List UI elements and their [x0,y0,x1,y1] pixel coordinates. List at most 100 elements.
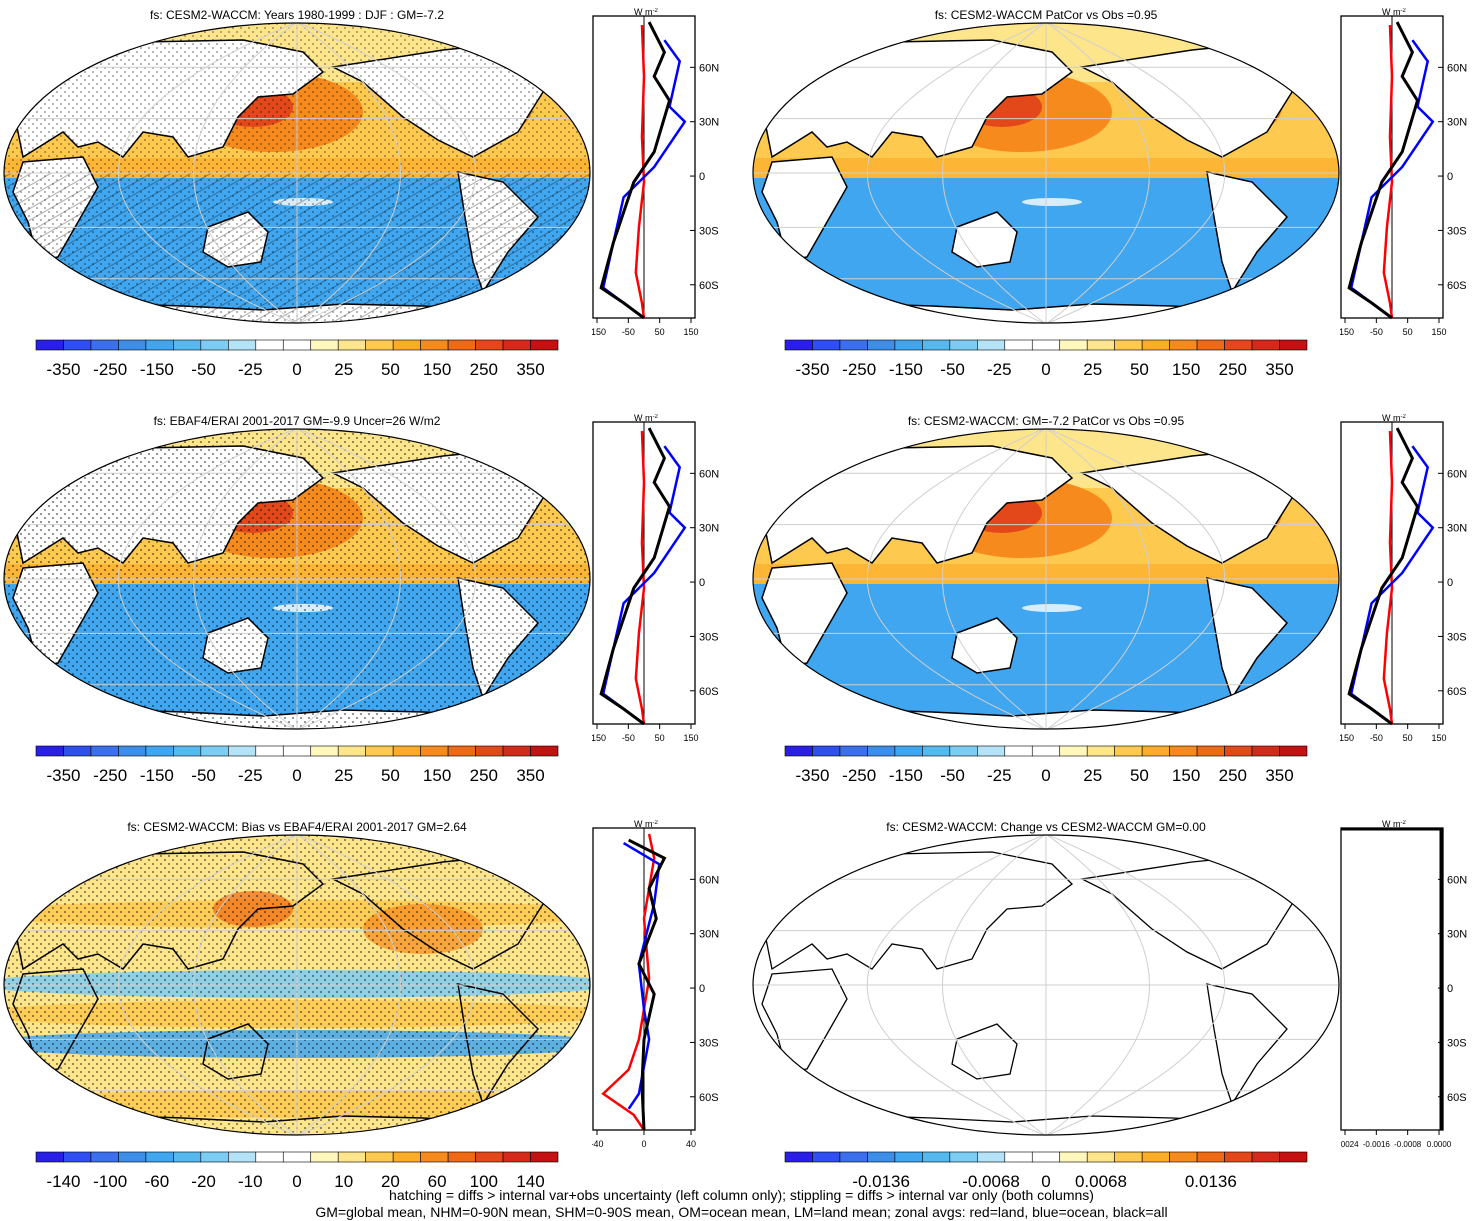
colorbar-swatch [255,339,284,351]
map-p3 [3,428,591,730]
colorbar-swatch [63,745,92,757]
lat-label: 0 [1447,983,1453,995]
colorbar-label: 50 [1130,360,1149,379]
lat-label: 30N [1447,117,1467,129]
map-p1 [3,22,591,324]
continent-australia [951,211,1018,268]
colorbar-swatch [1251,745,1280,757]
colorbar-swatch [365,339,394,351]
map-p2 [752,22,1340,324]
colorbar-swatch [1169,339,1198,351]
colorbar-swatch [420,1151,449,1163]
colorbar-swatch [282,1151,312,1163]
colorbar-swatch [1196,745,1225,757]
colorbar-label: 140 [516,1172,544,1191]
colorbar-swatch [310,745,339,757]
lat-label: 30N [699,523,719,535]
colorbar-swatch [1279,1151,1308,1163]
colorbar-label: -0.0068 [962,1172,1020,1191]
colorbar-swatch [1059,1151,1088,1163]
colorbar-swatch [337,339,366,351]
lat-label: 30S [699,225,719,237]
colorbar-swatch [922,1151,951,1163]
continent-australia [951,1023,1018,1080]
colorbar-label: -25 [238,360,263,379]
colorbar-swatch [1059,745,1088,757]
lat-label: 60N [1447,468,1467,480]
colorbar-swatch [447,745,476,757]
colorbar-label: -250 [842,766,876,785]
colorbar-swatch [392,745,421,757]
colorbar-label: 10 [334,1172,353,1191]
colorbar-swatch [1279,339,1308,351]
zonal-all-line [628,838,667,1131]
colorbar-label: 350 [1265,360,1293,379]
colorbar-swatch [502,1151,531,1163]
colorbar-label: -60 [145,1172,170,1191]
colorbar-swatch [475,339,504,351]
panel-title: fs: CESM2-WACCM: GM=-7.2 PatCor vs Obs =… [907,414,1185,428]
colorbar-label: 60 [428,1172,447,1191]
colorbar-label: 150 [423,766,451,785]
colorbar-label: 0.0068 [1075,1172,1127,1191]
colorbar-p2: -350 -250 -150 -50 -25 0 25 50 150 250 350 [784,339,1308,379]
colorbar-label: -50 [940,360,965,379]
colorbar-swatch [1086,339,1115,351]
zonal-unit: W m-2 [634,820,658,829]
zonal-tick: 40 [686,1139,696,1149]
colorbar-p1: -350 -250 -150 -50 -25 0 25 50 150 250 350 [35,339,559,379]
colorbar-swatch [173,745,202,757]
zonal-all-line [599,21,672,320]
colorbar-swatch [1004,339,1033,351]
colorbar-swatch [90,339,119,351]
colorbar-swatch [35,1151,64,1163]
zonal-all-line [1347,21,1420,320]
panel-title: fs: EBAF4/ERAI 2001-2017 GM=-9.9 Uncer=2… [153,414,441,428]
continent-namerica [1079,853,1313,970]
colorbar-swatch [145,745,174,757]
colorbar-swatch [839,1151,868,1163]
zonal-plot-p6: W m-2 60N 30N 0 30S 60S -0.0024 -0.0016-0.0008 0… [1340,820,1467,1149]
lat-label: 60N [699,62,719,74]
colorbar-swatch [35,745,64,757]
colorbar-swatch [255,745,284,757]
colorbar-label: -140 [46,1172,80,1191]
colorbar-swatch [1141,339,1170,351]
zonal-tick: 0 [641,1139,646,1149]
colorbar-label: 50 [381,360,400,379]
colorbar-swatch [118,339,147,351]
colorbar-swatch [90,1151,119,1163]
colorbar-swatch [1224,1151,1253,1163]
colorbar-p5: -140 -100 -60 -20 -10 0 10 20 60 100 140 [35,1151,559,1191]
colorbar-swatch [1251,1151,1280,1163]
colorbar-swatch [282,339,312,351]
colorbar-label: 250 [470,360,498,379]
colorbar-swatch [1114,339,1143,351]
colorbar-swatch [949,1151,978,1163]
colorbar-swatch [282,745,312,757]
colorbar-label: -350 [46,360,80,379]
zonal-all-line [599,427,672,726]
colorbar-p4: -350 -250 -150 -50 -25 0 25 50 150 250 350 [784,745,1308,785]
zonal-tick: 150 [1431,327,1446,337]
colorbar-swatch [502,745,531,757]
lat-label: 60N [1447,62,1467,74]
continent-africa [761,156,848,261]
colorbar-swatch [812,1151,841,1163]
continent-antarctic [820,709,1293,729]
zonal-tick: -0.0016 [1363,1140,1391,1149]
zonal-tick: 50 [655,733,665,743]
colorbar-swatch [812,339,841,351]
colorbar-swatch [1031,745,1061,757]
zonal-tick: -150 [592,733,606,743]
colorbar-swatch [420,745,449,757]
zonal-tick: -150 [1340,327,1354,337]
colorbar-label: 350 [1265,766,1293,785]
colorbar-swatch [337,745,366,757]
colorbar-swatch [1196,339,1225,351]
colorbar-swatch [35,339,64,351]
lat-label: 30S [699,631,719,643]
colorbar-swatch [392,1151,421,1163]
footer-line-2: GM=global mean, NHM=0-90N mean, SHM=0-90… [315,1204,1168,1220]
zonal-tick: -50 [622,327,635,337]
